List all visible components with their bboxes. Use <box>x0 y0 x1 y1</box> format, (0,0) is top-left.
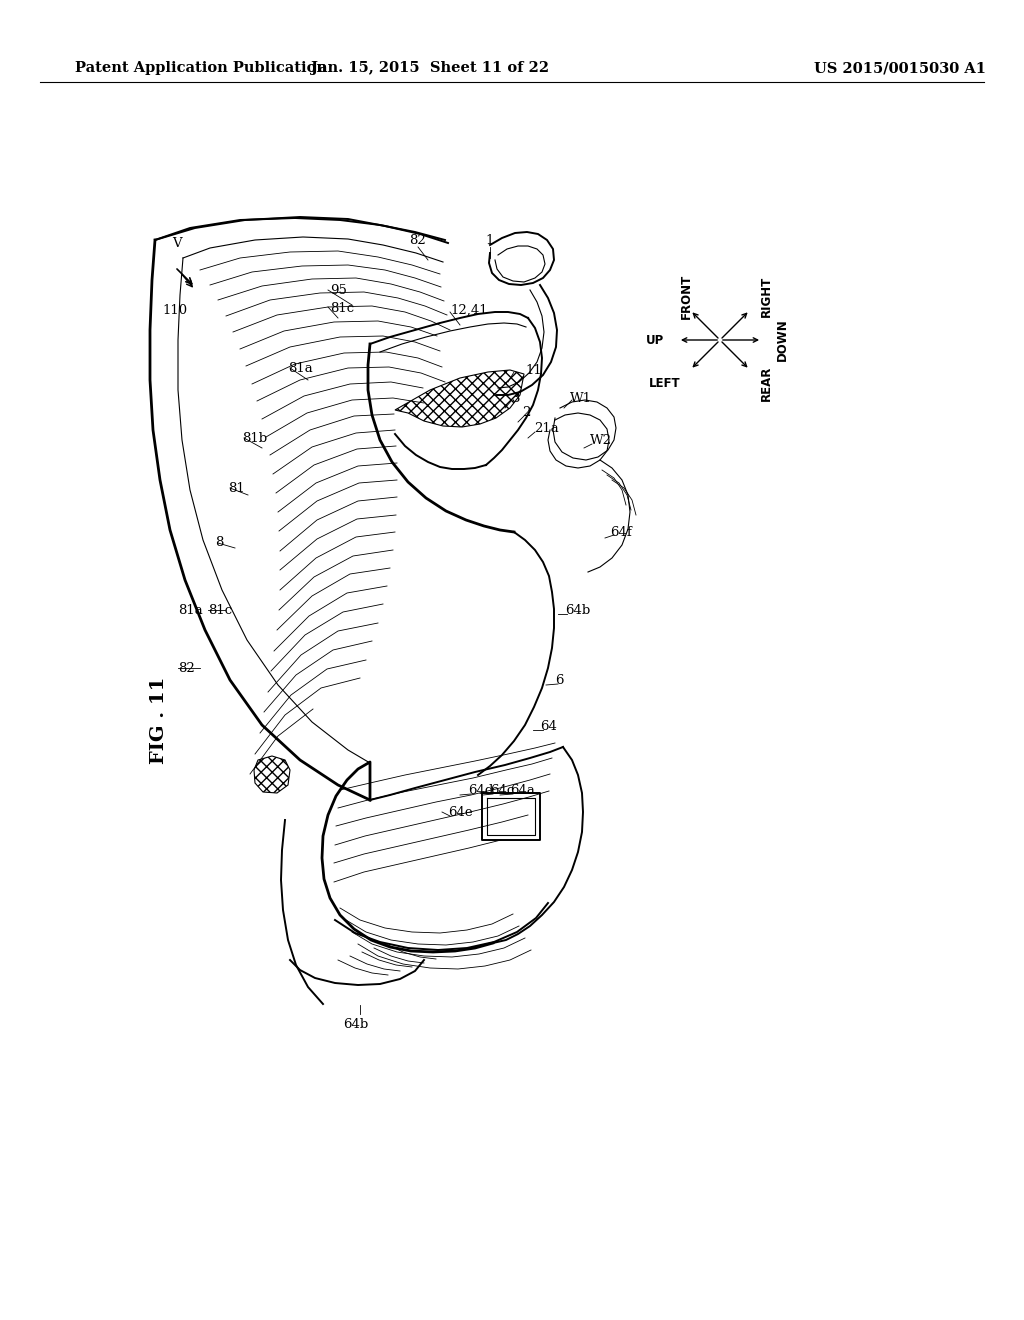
Text: 11: 11 <box>525 363 542 376</box>
Text: 81a: 81a <box>288 362 312 375</box>
Text: 95: 95 <box>330 284 347 297</box>
Text: 64c: 64c <box>490 784 514 796</box>
Text: 81: 81 <box>228 482 245 495</box>
Text: RIGHT: RIGHT <box>760 276 773 317</box>
Text: Patent Application Publication: Patent Application Publication <box>75 61 327 75</box>
Text: DOWN: DOWN <box>776 318 790 362</box>
Text: 82: 82 <box>178 661 195 675</box>
Text: W1: W1 <box>570 392 592 404</box>
Text: W2: W2 <box>590 433 612 446</box>
Text: US 2015/0015030 A1: US 2015/0015030 A1 <box>814 61 986 75</box>
Text: 64e: 64e <box>449 805 473 818</box>
Text: 64d: 64d <box>468 784 494 796</box>
Text: 110: 110 <box>162 304 187 317</box>
Text: 81c: 81c <box>330 301 354 314</box>
Text: 64: 64 <box>540 719 557 733</box>
Text: 2: 2 <box>522 405 530 418</box>
Text: Jan. 15, 2015  Sheet 11 of 22: Jan. 15, 2015 Sheet 11 of 22 <box>311 61 549 75</box>
Text: REAR: REAR <box>760 366 773 401</box>
Text: LEFT: LEFT <box>648 378 680 391</box>
Text: 64f: 64f <box>610 525 632 539</box>
Text: 64b: 64b <box>343 1018 369 1031</box>
Text: UP: UP <box>646 334 664 346</box>
Text: 6: 6 <box>555 673 563 686</box>
Text: FRONT: FRONT <box>680 273 693 319</box>
Text: 82: 82 <box>410 234 426 247</box>
Text: 81b: 81b <box>242 432 267 445</box>
Text: 81c: 81c <box>208 603 232 616</box>
Text: 81a: 81a <box>178 603 203 616</box>
Text: 3: 3 <box>512 392 520 404</box>
Text: 21a: 21a <box>534 421 559 434</box>
Text: FIG . 11: FIG . 11 <box>150 676 168 764</box>
Text: 1: 1 <box>485 234 495 247</box>
Text: 12,41: 12,41 <box>450 304 487 317</box>
Text: 64a: 64a <box>510 784 535 796</box>
Text: 8: 8 <box>215 536 223 549</box>
Text: V: V <box>172 238 181 249</box>
Text: 64b: 64b <box>565 603 590 616</box>
